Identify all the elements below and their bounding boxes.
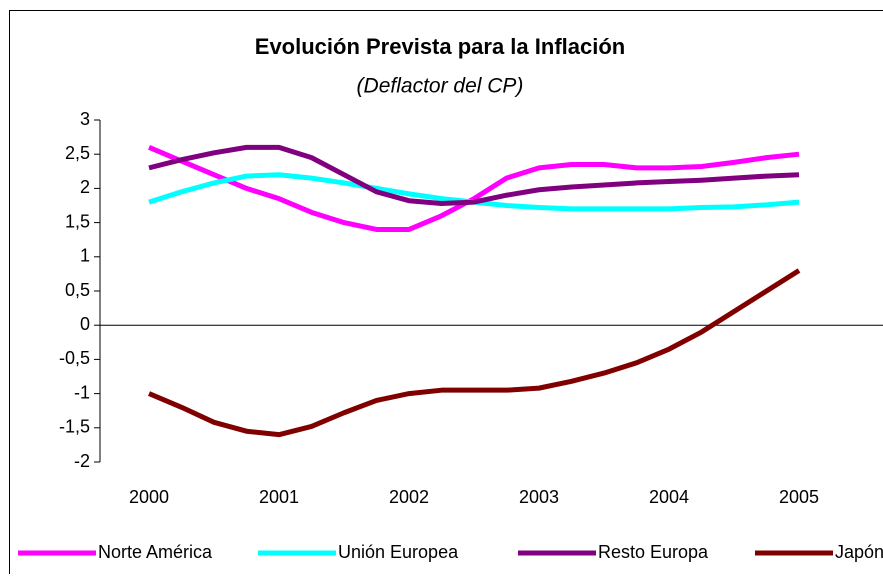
y-tick-label: 1,5 <box>65 211 90 231</box>
y-tick-label: -0,5 <box>59 348 90 368</box>
y-tick-label: -1,5 <box>59 417 90 437</box>
x-tick-label: 2001 <box>259 487 299 507</box>
chart-subtitle: (Deflactor del CP) <box>357 75 524 98</box>
x-tick-label: 2004 <box>649 487 689 507</box>
y-tick-label: 0 <box>80 314 90 334</box>
y-tick-label: -1 <box>74 382 90 402</box>
x-tick-label: 2003 <box>519 487 559 507</box>
y-tick-label: 2 <box>80 177 90 197</box>
x-tick-label: 2002 <box>389 487 429 507</box>
y-tick-label: 0,5 <box>65 280 90 300</box>
y-tick-label: 3 <box>80 109 90 129</box>
chart-title: Evolución Prevista para la Inflación <box>255 34 625 59</box>
x-tick-label: 2005 <box>779 487 819 507</box>
legend-label: Unión Europea <box>338 542 459 562</box>
legend-label: Resto Europa <box>598 542 709 562</box>
y-tick-label: 1 <box>80 246 90 266</box>
x-tick-label: 2000 <box>129 487 169 507</box>
legend-label: Norte América <box>98 542 213 562</box>
y-tick-label: 2,5 <box>65 143 90 163</box>
y-tick-label: -2 <box>74 451 90 471</box>
legend-label: Japón <box>835 542 883 562</box>
